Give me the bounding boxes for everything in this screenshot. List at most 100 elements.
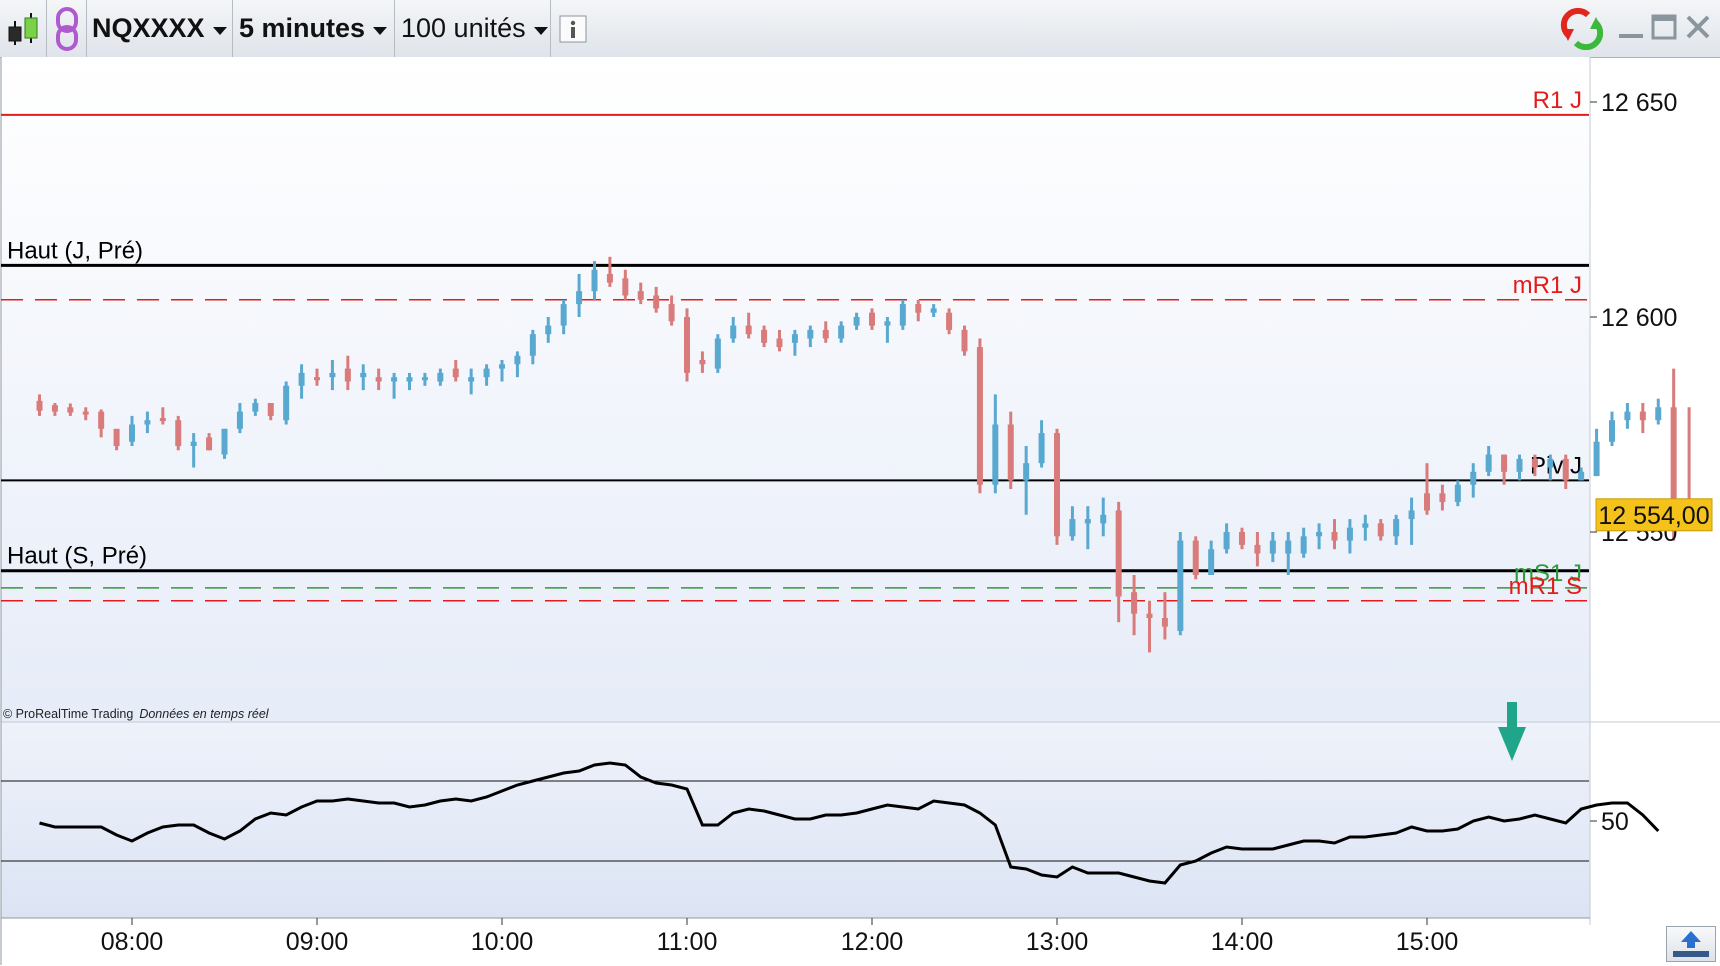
watermark-brand: © ProRealTime Trading — [3, 707, 133, 721]
ohlc-bar-23 — [391, 372, 398, 399]
ohlc-bar-59 — [946, 308, 953, 335]
y-tick-label-0: 12 650 — [1601, 89, 1677, 117]
units-label: 100 unités — [401, 13, 526, 43]
bar-body — [514, 355, 521, 365]
bar-body — [67, 407, 74, 413]
ohlc-bar-51 — [822, 321, 829, 343]
ohlc-bar-64 — [1023, 446, 1030, 515]
bar-body — [391, 377, 398, 382]
ohlc-bar-84 — [1331, 519, 1338, 550]
bar-body — [1547, 458, 1554, 468]
ohlc-bar-65 — [1038, 420, 1045, 468]
ohlc-bar-32 — [529, 329, 536, 365]
bar-body — [961, 329, 968, 352]
bar-body — [82, 411, 89, 415]
bar-body — [51, 405, 58, 412]
ohlc-bar-4 — [98, 409, 105, 438]
ohlc-bar-55 — [884, 317, 891, 343]
chart-type-button[interactable] — [0, 0, 47, 57]
ohlc-bar-56 — [899, 299, 906, 330]
ohlc-bar-77 — [1223, 523, 1230, 554]
maximize-icon[interactable] — [1649, 12, 1679, 42]
ohlc-bar-92 — [1454, 480, 1461, 507]
ohlc-bar-22 — [375, 368, 382, 391]
ohlc-bar-19 — [329, 360, 336, 391]
bar-body — [375, 377, 382, 382]
bar-body — [1408, 510, 1415, 520]
ohlc-bar-3 — [82, 407, 89, 421]
price-chart[interactable]: R1 J Haut (J, Pré) mR1 J Piv J Haut (S, Pré)… — [0, 57, 1720, 965]
current-price-label: 12 554,00 — [1598, 502, 1709, 530]
bar-body — [252, 403, 259, 412]
bar-body — [221, 428, 228, 455]
ohlc-bar-44 — [714, 334, 721, 373]
bar-body — [930, 308, 937, 313]
bar-body — [421, 377, 428, 381]
x-tick-label-7: 15:00 — [1396, 928, 1459, 956]
close-icon[interactable] — [1683, 12, 1713, 42]
indicator-panel: 50 — [1, 761, 1660, 885]
ohlc-bar-85 — [1346, 519, 1353, 554]
bar-body — [776, 338, 783, 348]
ohlc-bar-15 — [267, 403, 274, 421]
scroll-to-end-button[interactable] — [1666, 926, 1716, 962]
ohlc-bar-16 — [283, 381, 290, 425]
info-button[interactable] — [551, 0, 595, 57]
bar-body — [1239, 532, 1245, 545]
ohlc-bar-75 — [1192, 536, 1199, 580]
bar-body — [1593, 441, 1600, 477]
link-button[interactable] — [47, 0, 87, 57]
ohlc-bar-94 — [1485, 446, 1492, 477]
bar-body — [576, 291, 583, 305]
bar-body — [699, 360, 706, 365]
bar-body — [1516, 458, 1523, 472]
bar-body — [483, 368, 490, 378]
ohlc-bar-26 — [437, 368, 444, 386]
bar-body — [1177, 540, 1184, 631]
bar-body — [499, 364, 505, 369]
bar-body — [1670, 407, 1677, 511]
ohlc-bar-21 — [360, 364, 367, 391]
bar-body — [298, 372, 305, 386]
units-selector[interactable]: 100 unités — [395, 0, 551, 57]
ohlc-bar-76 — [1208, 540, 1215, 575]
ohlc-bar-49 — [791, 329, 798, 356]
bar-body — [653, 295, 660, 309]
ohlc-bar-20 — [344, 355, 351, 391]
ohlc-bar-1 — [51, 403, 58, 416]
ohlc-bar-6 — [129, 415, 135, 446]
ohlc-bar-81 — [1285, 532, 1292, 575]
bar-body — [1393, 519, 1400, 537]
ohlc-bar-9 — [175, 415, 182, 451]
ohlc-bar-80 — [1269, 532, 1276, 563]
ohlc-bar-73 — [1161, 592, 1168, 640]
bar-body — [360, 372, 367, 378]
ohlc-bar-63 — [1007, 411, 1014, 489]
ohlc-bar-37 — [606, 256, 613, 287]
bar-body — [236, 411, 243, 429]
refresh-arrows-icon[interactable] — [1558, 5, 1606, 53]
ohlc-bar-79 — [1254, 532, 1261, 567]
bar-body — [406, 377, 413, 382]
ohlc-bar-91 — [1439, 484, 1446, 511]
minimize-icon[interactable] — [1616, 12, 1646, 42]
level-label-6: mR1 S — [1509, 573, 1582, 600]
ohlc-bar-13 — [236, 403, 243, 434]
ohlc-bar-67 — [1069, 506, 1076, 541]
price-levels: R1 J Haut (J, Pré) mR1 J Piv J Haut (S, Pré)… — [1, 87, 1589, 602]
bar-body — [437, 372, 444, 382]
timeframe-selector[interactable]: 5 minutes — [233, 0, 395, 57]
bar-body — [1084, 519, 1091, 524]
ohlc-bar-5 — [113, 428, 120, 451]
ohlc-bar-101 — [1593, 428, 1600, 477]
bar-body — [606, 274, 613, 283]
level-label-5: mS1 J — [1514, 560, 1582, 587]
symbol-selector[interactable]: NQXXXX — [87, 0, 233, 57]
arrow-down-icon — [1498, 702, 1526, 761]
bar-body — [129, 424, 135, 442]
bar-body — [1377, 523, 1384, 537]
level-label-4: Haut (S, Pré) — [7, 543, 147, 570]
ohlc-bar-70 — [1115, 501, 1122, 623]
bar-body — [113, 428, 120, 446]
